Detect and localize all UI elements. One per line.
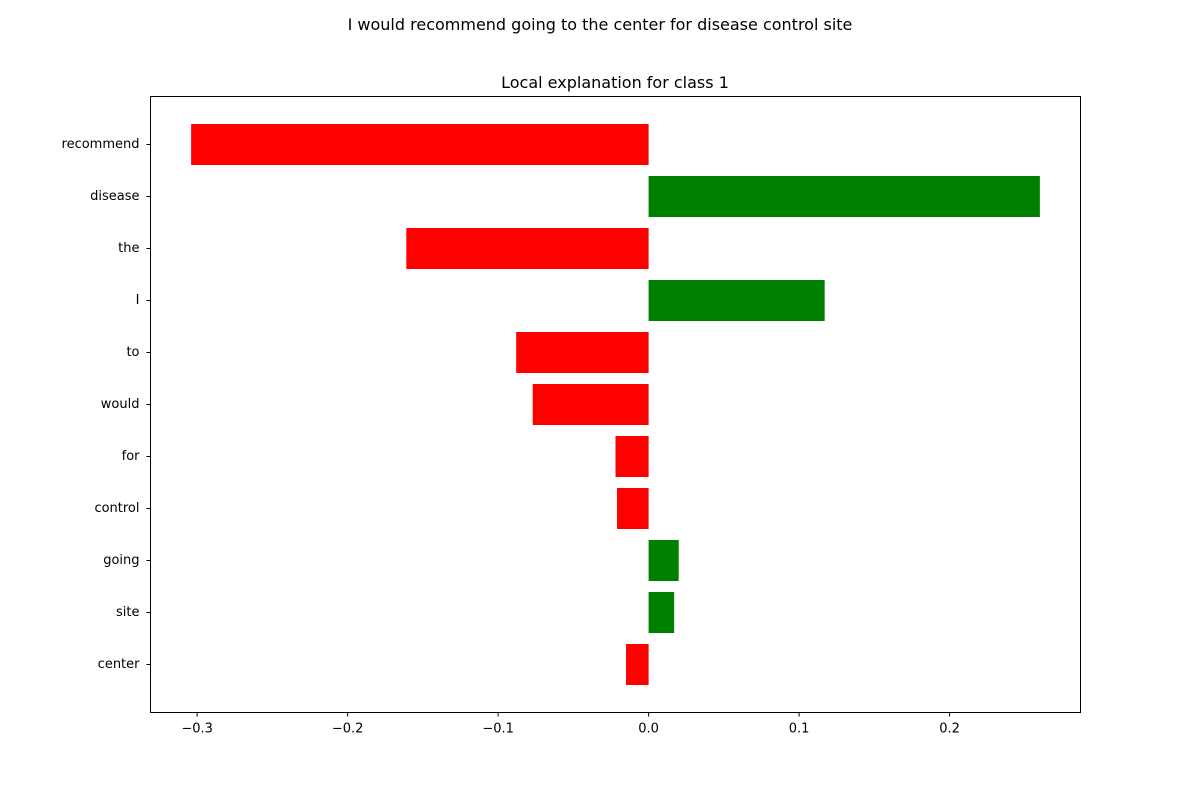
- bar-I: [648, 280, 825, 321]
- y-tick-label: recommend: [62, 137, 140, 152]
- plot-frame: [150, 96, 1081, 713]
- y-tick-label: control: [94, 501, 139, 516]
- y-tick-label: I: [136, 293, 140, 308]
- y-tick-label: going: [103, 553, 139, 568]
- figure-title: I would recommend going to the center fo…: [348, 15, 853, 34]
- bar-for: [615, 436, 649, 477]
- x-tick-label: 0.2: [939, 722, 960, 737]
- y-axis: recommend disease the Ito would for control goi…: [62, 137, 151, 672]
- y-tick-label: the: [118, 241, 139, 256]
- bar-disease: [648, 176, 1040, 217]
- y-tick-label: site: [116, 605, 139, 620]
- y-tick-label: for: [122, 449, 141, 464]
- y-tick-label: to: [126, 345, 139, 360]
- y-tick-label: disease: [90, 189, 139, 204]
- x-tick-label: −0.1: [482, 722, 514, 737]
- bar-control: [617, 488, 649, 529]
- y-tick-label: would: [101, 397, 140, 412]
- bar-recommend: [191, 124, 649, 165]
- x-tick-label: 0.1: [789, 722, 810, 737]
- x-tick-label: −0.3: [181, 722, 213, 737]
- x-tick-label: 0.0: [638, 722, 659, 737]
- x-axis: −0.3 −0.2 −0.1 0.0 0.1 0.2: [181, 712, 960, 737]
- bars-layer: [191, 124, 1040, 685]
- bar-to: [516, 332, 649, 373]
- bar-center: [626, 644, 649, 685]
- x-tick-label: −0.2: [332, 722, 364, 737]
- y-tick-label: center: [98, 657, 140, 672]
- bar-site: [648, 592, 675, 633]
- bar-would: [532, 384, 649, 425]
- chart-title: Local explanation for class 1: [501, 73, 729, 92]
- bar-going: [648, 540, 679, 581]
- bar-the: [406, 228, 649, 269]
